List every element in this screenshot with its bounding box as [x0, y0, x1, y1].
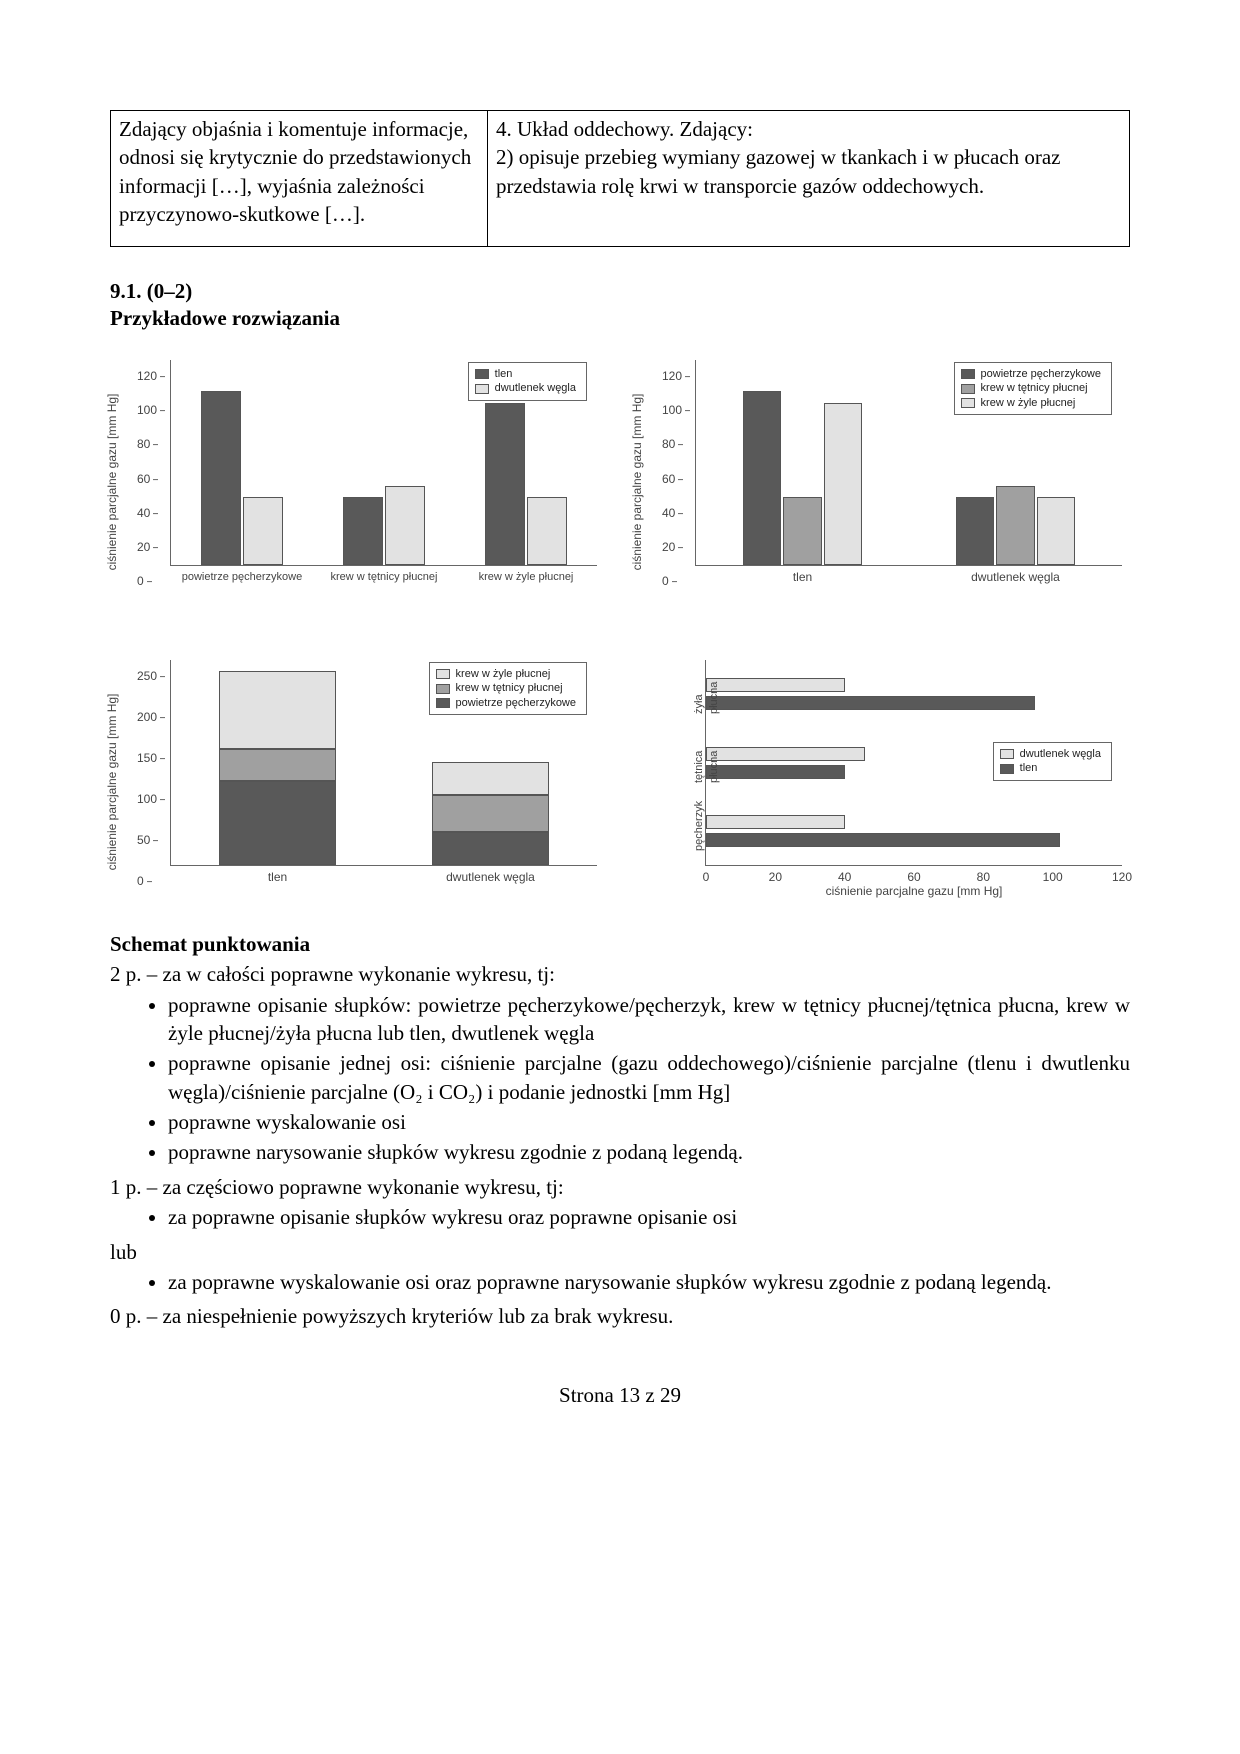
- req-left: Zdający objaśnia i komentuje informacje,…: [111, 111, 488, 247]
- list-item: za poprawne opisanie słupków wykresu ora…: [168, 1203, 1130, 1231]
- chart-2: ciśnienie parcjalne gazu [mm Hg]02040608…: [635, 352, 1130, 612]
- chart-3: ciśnienie parcjalne gazu [mm Hg]05010015…: [110, 652, 605, 912]
- p0: 0 p. – za niespełnienie powyższych kryte…: [110, 1302, 1130, 1330]
- list-item: za poprawne wyskalowanie osi oraz popraw…: [168, 1268, 1130, 1296]
- list-item: poprawne narysowanie słupków wykresu zgo…: [168, 1138, 1130, 1166]
- page-footer: Strona 13 z 29: [110, 1381, 1130, 1409]
- p2-intro: 2 p. – za w całości poprawne wykonanie w…: [110, 960, 1130, 988]
- scoring-section: Schemat punktowania 2 p. – za w całości …: [110, 930, 1130, 1330]
- p2-list: poprawne opisanie słupków: powietrze pęc…: [110, 991, 1130, 1167]
- task-number: 9.1. (0–2): [110, 277, 1130, 305]
- p1-list-a: za poprawne opisanie słupków wykresu ora…: [110, 1203, 1130, 1231]
- req-right: 4. Układ oddechowy. Zdający:2) opisuje p…: [488, 111, 1130, 247]
- chart-1: ciśnienie parcjalne gazu [mm Hg]02040608…: [110, 352, 605, 612]
- task-title: Przykładowe rozwiązania: [110, 304, 1130, 332]
- list-item: poprawne wyskalowanie osi: [168, 1108, 1130, 1136]
- requirements-table: Zdający objaśnia i komentuje informacje,…: [110, 110, 1130, 247]
- chart-4: 020406080100120ciśnienie parcjalne gazu …: [635, 652, 1130, 912]
- p1-intro: 1 p. – za częściowo poprawne wykonanie w…: [110, 1173, 1130, 1201]
- charts-grid: ciśnienie parcjalne gazu [mm Hg]02040608…: [110, 352, 1130, 912]
- list-item: poprawne opisanie jednej osi: ciśnienie …: [168, 1049, 1130, 1106]
- or-label: lub: [110, 1238, 1130, 1266]
- p1-list-b: za poprawne wyskalowanie osi oraz popraw…: [110, 1268, 1130, 1296]
- scoring-title: Schemat punktowania: [110, 930, 1130, 958]
- list-item: poprawne opisanie słupków: powietrze pęc…: [168, 991, 1130, 1048]
